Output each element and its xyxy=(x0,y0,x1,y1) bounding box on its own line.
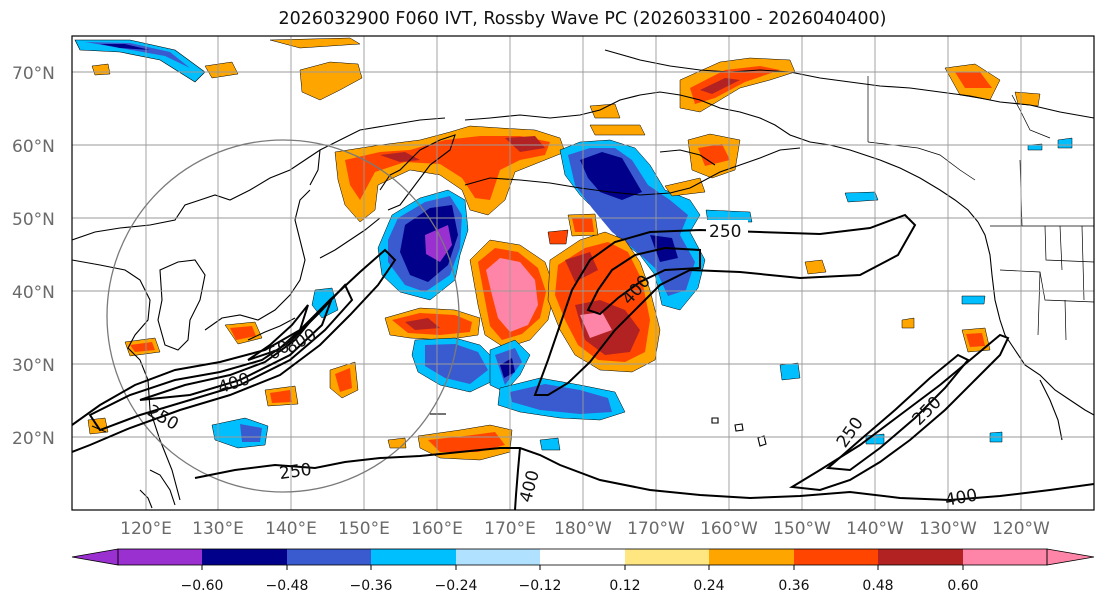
colorbar-tick-label: 0.36 xyxy=(778,578,809,594)
contour-label-250-north: 250 xyxy=(709,222,741,242)
lon-label-140w: 140°W xyxy=(846,519,904,539)
lat-label-60n: 60°N xyxy=(12,137,55,157)
political-borders xyxy=(867,76,1094,341)
contour-label-250-se: 400 xyxy=(944,485,979,510)
lon-label-170e: 170°E xyxy=(484,519,536,539)
lat-label-30n: 30°N xyxy=(12,356,55,376)
region-circle xyxy=(106,139,460,493)
colorbar-segment xyxy=(371,549,456,565)
colorbar-tick-label: 0.60 xyxy=(947,578,978,594)
colorbar-segment xyxy=(202,549,287,565)
lat-label-50n: 50°N xyxy=(12,210,55,230)
lat-label-40n: 40°N xyxy=(12,283,55,303)
lon-label-140e: 140°E xyxy=(265,519,317,539)
lon-label-130w: 130°W xyxy=(919,519,977,539)
colorbar-tick-label: −0.12 xyxy=(519,578,562,594)
colorbar-tick-label: 0.24 xyxy=(693,578,724,594)
colorbar-segment xyxy=(963,549,1047,565)
colorbar-segment xyxy=(456,549,540,565)
map-title: 2026032900 F060 IVT, Rossby Wave PC (202… xyxy=(278,9,887,29)
latitude-labels: 70°N 60°N 50°N 40°N 30°N 20°N xyxy=(12,64,55,449)
lon-label-120e: 120°E xyxy=(120,519,172,539)
colorbar-tick-label: −0.60 xyxy=(181,578,224,594)
colorbar-min-extend xyxy=(71,548,119,566)
lon-label-130e: 130°E xyxy=(192,519,244,539)
colorbar-tick-label: −0.48 xyxy=(266,578,309,594)
lon-label-170w: 170°W xyxy=(627,519,685,539)
lon-label-180w: 180°W xyxy=(554,519,612,539)
colorbar-segment xyxy=(794,549,878,565)
colorbar: −0.60 −0.48 −0.36 −0.24 −0.12 0.12 0.24 … xyxy=(71,548,1095,594)
coastlines xyxy=(72,49,1094,509)
colorbar-segment xyxy=(709,549,794,565)
colorbar-tick-label: 0.48 xyxy=(862,578,893,594)
longitude-labels: 120°E 130°E 140°E 150°E 160°E 170°E 180°… xyxy=(120,519,1050,539)
colorbar-segment xyxy=(540,549,625,565)
graticule xyxy=(72,36,1094,510)
ivt-contours xyxy=(72,213,1094,510)
colorbar-max-extend xyxy=(1046,548,1095,566)
lon-label-150w: 150°W xyxy=(773,519,831,539)
lon-label-160e: 160°E xyxy=(411,519,463,539)
lon-label-150e: 150°E xyxy=(338,519,390,539)
lat-label-20n: 20°N xyxy=(12,429,55,449)
lon-label-160w: 160°W xyxy=(700,519,758,539)
colorbar-outline xyxy=(117,548,1048,566)
contour-label-250-south: 250 xyxy=(278,460,313,484)
colorbar-segment xyxy=(625,549,709,565)
colorbar-tick-label: −0.24 xyxy=(435,578,478,594)
map-frame xyxy=(71,35,1095,511)
colorbar-segment xyxy=(118,549,202,565)
lat-label-70n: 70°N xyxy=(12,64,55,84)
lon-label-120w: 120°W xyxy=(992,519,1050,539)
colorbar-tick-label: −0.36 xyxy=(350,578,393,594)
colorbar-segment xyxy=(287,549,371,565)
colorbar-segment xyxy=(878,549,963,565)
colorbar-tick-label: 0.12 xyxy=(609,578,640,594)
